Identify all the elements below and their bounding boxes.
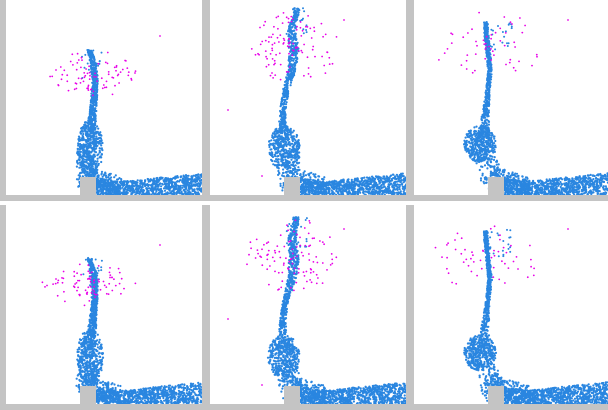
right-wall (202, 205, 204, 410)
tank-background (408, 205, 608, 410)
fluid-particles (268, 7, 408, 197)
obstacle-block (488, 386, 504, 404)
frame-canvas (408, 0, 608, 201)
right-wall (202, 0, 204, 201)
floor-wall (204, 195, 408, 201)
left-wall (204, 0, 210, 201)
obstacle-block (488, 177, 504, 195)
frame-canvas (0, 205, 204, 410)
fluid-particles (75, 49, 204, 197)
tank-background (0, 205, 204, 410)
spray-particles (227, 12, 345, 177)
obstacle-block (284, 177, 300, 195)
floor-wall (408, 195, 608, 201)
floor-wall (0, 404, 204, 410)
left-wall (204, 205, 210, 410)
frame-canvas (204, 205, 408, 410)
right-wall (406, 0, 408, 201)
fluid-particles (266, 216, 408, 406)
frame-panel-r1c2 (204, 0, 408, 201)
frame-canvas (408, 205, 608, 410)
frame-panel-r2c3 (408, 205, 608, 410)
obstacle-block (80, 177, 96, 195)
floor-wall (0, 195, 204, 201)
obstacle-block (80, 386, 96, 404)
right-wall (406, 205, 408, 410)
spray-particles (227, 219, 345, 386)
tank-background (408, 0, 608, 201)
left-wall (408, 205, 414, 410)
floor-wall (408, 404, 608, 410)
spray-particles (49, 35, 161, 97)
left-wall (408, 0, 414, 201)
left-wall (0, 0, 6, 201)
frame-canvas (204, 0, 408, 201)
tank-background (0, 0, 204, 201)
floor-wall (204, 404, 408, 410)
frame-canvas (0, 0, 204, 201)
tank-background (204, 0, 408, 201)
tank-background (204, 205, 408, 410)
obstacle-block (284, 386, 300, 404)
frame-panel-r1c1 (0, 0, 204, 201)
left-wall (0, 205, 6, 410)
frame-panel-r2c1 (0, 205, 204, 410)
spray-particles (41, 244, 161, 307)
frame-panel-r2c2 (204, 205, 408, 410)
frame-panel-r1c3 (408, 0, 608, 201)
fluid-particles (463, 228, 608, 406)
